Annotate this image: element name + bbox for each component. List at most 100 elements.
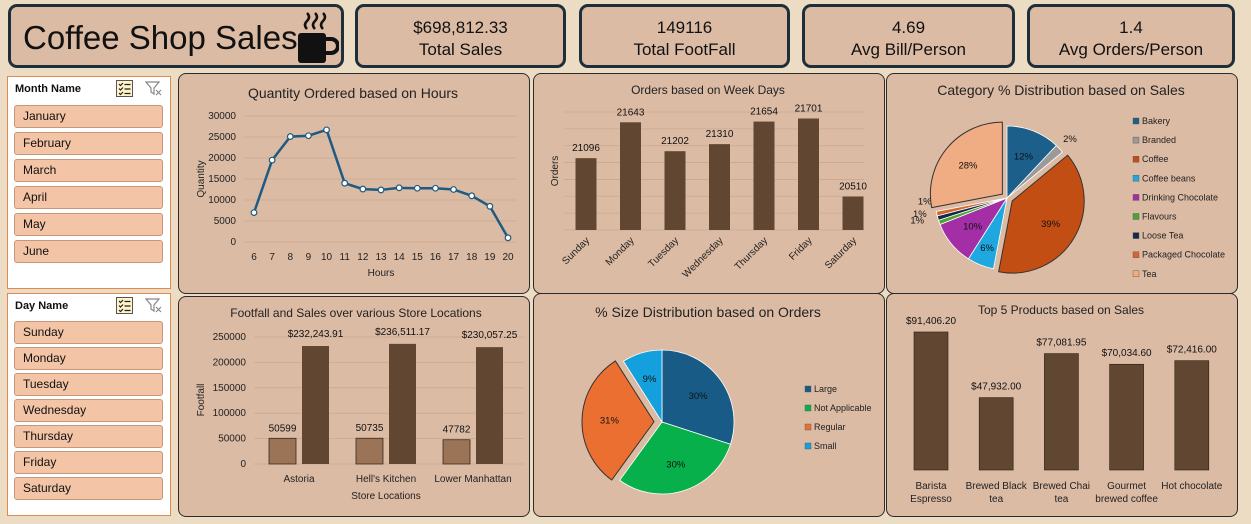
bar <box>664 151 686 230</box>
x-tick-label: 14 <box>394 252 406 263</box>
slicer-item-march[interactable]: March <box>14 159 163 182</box>
data-label: $91,406.20 <box>906 316 956 327</box>
x-tick-label: 19 <box>484 252 496 263</box>
pie-slice <box>581 360 655 481</box>
data-label: 30% <box>689 391 709 402</box>
multiselect-icon[interactable] <box>116 297 133 314</box>
data-label: 12% <box>1014 151 1034 162</box>
weekdays-chart-panel: Orders based on Week Days Orders 21096 Sund… <box>533 73 885 294</box>
data-label: 6% <box>980 243 994 254</box>
bar <box>842 196 864 230</box>
x-tick-label: Gourmet <box>1107 481 1146 492</box>
data-label: 1% <box>918 197 932 208</box>
legend-item: Coffee <box>1142 154 1168 164</box>
y-tick-label: 25000 <box>208 132 236 143</box>
legend-swatch <box>1132 155 1140 163</box>
x-tick-label: Thursday <box>733 235 770 272</box>
legend-swatch <box>1132 175 1140 182</box>
clear-filter-icon[interactable] <box>144 80 162 97</box>
y-tick-label: 50000 <box>218 434 246 445</box>
data-label: $70,034.60 <box>1102 348 1152 359</box>
x-tick-label: tea <box>1054 494 1068 505</box>
top5-bar-chart: Top 5 Products based on Sales $91,406.20 B… <box>906 303 1223 505</box>
kpi-value: $698,812.33 <box>413 18 508 37</box>
legend-swatch <box>1132 117 1140 125</box>
legend-swatch <box>1132 136 1140 144</box>
chart-title: Footfall and Sales over various Store Lo… <box>230 306 481 320</box>
size-chart-panel: % Size Distribution based on Orders 30% 30… <box>533 293 885 517</box>
slicer-item-monday[interactable]: Monday <box>14 347 163 370</box>
kpi-avg-bill: 4.69 Avg Bill/Person <box>802 4 1015 68</box>
x-tick-label: Monday <box>604 235 637 268</box>
slicer-item-january[interactable]: January <box>14 105 163 128</box>
kpi-value: 4.69 <box>891 18 926 37</box>
data-point <box>268 156 276 164</box>
data-point <box>250 209 258 217</box>
bar <box>1044 353 1079 471</box>
slicer-item-thursday[interactable]: Thursday <box>14 425 163 448</box>
data-label: $232,243.91 <box>288 329 344 340</box>
kpi-label: Total Sales <box>418 40 503 59</box>
legend-swatch <box>804 442 812 450</box>
x-tick-label: 17 <box>448 252 460 263</box>
slicer-item-friday[interactable]: Friday <box>14 451 163 474</box>
bar <box>476 347 503 464</box>
x-tick-label: 11 <box>340 252 351 263</box>
slicer-item-wednesday[interactable]: Wednesday <box>14 399 163 422</box>
x-axis-title: Hours <box>368 268 395 279</box>
x-tick-label: 15 <box>412 252 424 263</box>
data-point <box>486 202 494 210</box>
data-label: 1% <box>913 209 927 220</box>
y-axis-title: Orders <box>550 156 561 187</box>
legend-item: Packaged Chocolate <box>1142 250 1225 260</box>
slicer-item-february[interactable]: February <box>14 132 163 155</box>
slicer-item-saturday[interactable]: Saturday <box>14 477 163 500</box>
slicer-item-april[interactable]: April <box>14 186 163 209</box>
pie-slice <box>935 197 1008 217</box>
pie-slice <box>661 349 735 445</box>
x-tick-label: Hell's Kitchen <box>356 474 416 485</box>
size-pie-chart: % Size Distribution based on Orders 30% 30… <box>581 304 872 495</box>
bar <box>1109 363 1144 471</box>
y-tick-label: 100000 <box>213 408 247 419</box>
x-tick-label: 20 <box>502 252 514 263</box>
data-label: 28% <box>958 161 978 172</box>
kpi-avg-orders: 1.4 Avg Orders/Person <box>1027 4 1235 68</box>
data-label: 50735 <box>356 423 384 434</box>
x-tick-label: Brewed Chai <box>1033 481 1090 492</box>
legend-swatch <box>804 423 812 431</box>
clear-filter-icon[interactable] <box>144 297 162 314</box>
weekdays-bar-chart: Orders based on Week Days Orders 21096 Sund… <box>550 83 867 280</box>
pie-slice <box>1006 144 1064 199</box>
chart-title: Category % Distribution based on Sales <box>937 82 1184 98</box>
dashboard-title-box: Coffee Shop Sales <box>8 4 344 68</box>
legend-swatch <box>1132 232 1140 239</box>
data-point <box>450 186 457 193</box>
data-point <box>341 179 349 187</box>
slicer-item-tuesday[interactable]: Tuesday <box>14 373 163 396</box>
multiselect-icon[interactable] <box>116 80 133 97</box>
kpi-label: Avg Bill/Person <box>851 40 966 59</box>
y-tick-label: 200000 <box>213 357 247 368</box>
pie-slice <box>622 349 663 424</box>
data-label: 20510 <box>839 182 867 193</box>
kpi-value: 149116 <box>656 18 713 37</box>
data-point <box>395 184 403 192</box>
coffee-cup-icon <box>298 12 339 63</box>
slicer-item-june[interactable]: June <box>14 240 163 263</box>
data-label: 31% <box>600 415 620 426</box>
data-label: $77,081.95 <box>1036 338 1086 349</box>
month-slicer-header: Month Name <box>8 77 170 101</box>
x-tick-label: 16 <box>430 252 442 263</box>
legend-item: Tea <box>1142 269 1157 279</box>
x-tick-label: Lower Manhattan <box>434 474 511 485</box>
kpi-value: 1.4 <box>1119 18 1143 37</box>
legend-item: Loose Tea <box>1142 231 1183 241</box>
legend-swatch <box>1132 194 1140 201</box>
hours-line-chart: Quantity Ordered based on Hours 0 5000 1000… <box>196 85 517 279</box>
x-tick-label: Sunday <box>560 235 592 267</box>
data-label: 21643 <box>617 107 645 118</box>
slicer-item-may[interactable]: May <box>14 213 163 236</box>
slicer-item-sunday[interactable]: Sunday <box>14 321 163 344</box>
category-chart-panel: Category % Distribution based on Sales 12… <box>886 73 1238 294</box>
